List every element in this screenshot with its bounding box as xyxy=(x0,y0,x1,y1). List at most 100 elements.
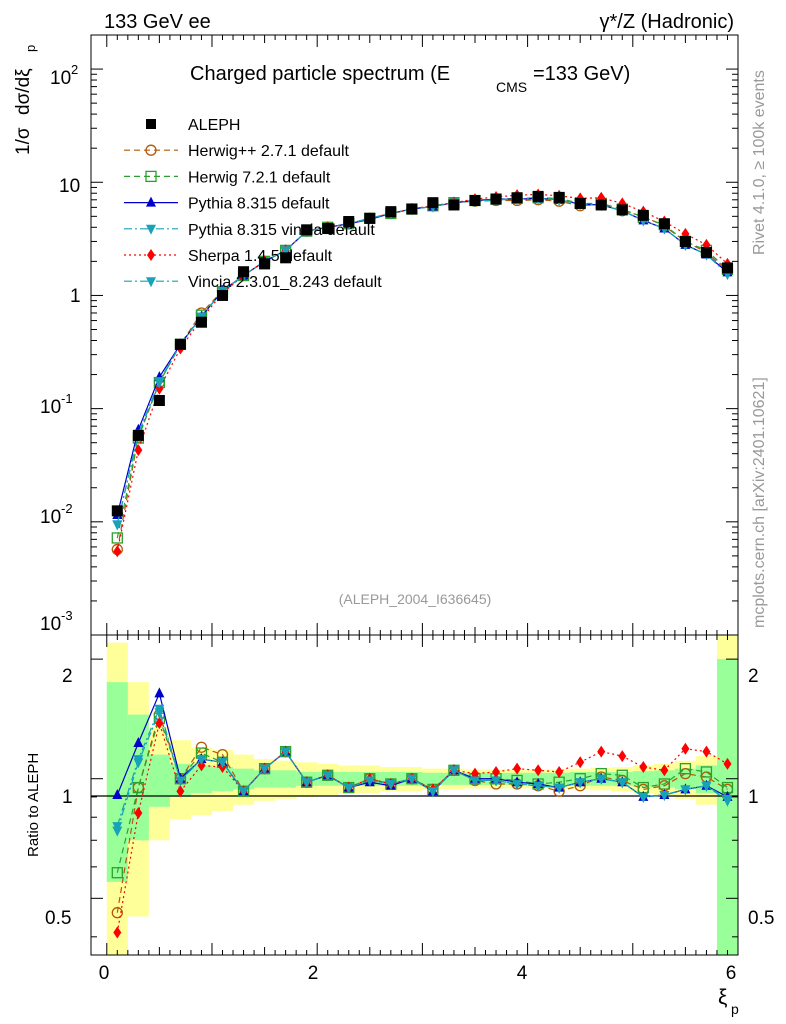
ratio-y-axis-label: Ratio to ALEPH xyxy=(25,753,42,857)
data-point xyxy=(469,194,481,206)
legend-entry-4: Pythia 8.315 vincia default xyxy=(124,222,375,239)
ratio-point xyxy=(492,765,501,778)
ratio-point xyxy=(259,764,270,775)
data-point xyxy=(238,266,250,278)
stat-uncertainty-band xyxy=(148,754,170,807)
data-point xyxy=(280,252,292,264)
ratio-point xyxy=(322,771,333,782)
data-point xyxy=(111,532,123,544)
legend-entry-0: ALEPH xyxy=(146,117,240,134)
data-point xyxy=(490,193,502,205)
title-text-end: =133 GeV) xyxy=(533,63,630,85)
ratio-point xyxy=(658,778,671,790)
ratio-point xyxy=(134,806,143,819)
ratio-point xyxy=(723,757,732,770)
ytick-label-1e-2-exp: -2 xyxy=(61,501,73,516)
xtick-label-6: 6 xyxy=(726,963,737,984)
data-point xyxy=(427,197,439,209)
series-2 xyxy=(111,192,734,544)
legend-label: Sherpa 1.4.5 default xyxy=(188,248,333,265)
legend-label: Herwig 7.2.1 default xyxy=(188,169,331,186)
legend-entry-6: Vincia 2.3.01_8.243 default xyxy=(124,274,382,291)
ratio-ytick-label-1-left: 1 xyxy=(62,787,73,808)
data-point xyxy=(113,545,122,558)
ratio-point xyxy=(659,790,670,801)
stat-uncertainty-band xyxy=(127,714,149,841)
data-point xyxy=(132,429,144,441)
data-point xyxy=(511,192,523,204)
ratio-line xyxy=(116,710,728,831)
y-label-subscript: p xyxy=(23,45,38,52)
main-panel: 10 -3 10 -2 10 -1 1 10 10 2 1/σ dσ/dξ p … xyxy=(13,34,739,636)
ratio-ytick-label-1-right: 1 xyxy=(748,787,759,808)
ratio-point xyxy=(111,907,123,919)
ratio-point xyxy=(111,867,123,879)
ratio-point xyxy=(448,766,459,777)
legend-marker xyxy=(145,144,157,156)
legend-marker xyxy=(147,249,155,261)
data-point xyxy=(679,235,691,247)
legend-label: ALEPH xyxy=(188,117,240,134)
ratio-point xyxy=(112,788,123,799)
ratio-point xyxy=(617,778,628,789)
data-point xyxy=(280,246,291,257)
ratio-point xyxy=(195,741,208,753)
data-point xyxy=(112,520,123,531)
data-point xyxy=(174,338,186,350)
x-axis-label-subscript: p xyxy=(731,1001,739,1017)
ratio-axis-ticks xyxy=(91,635,739,955)
data-point xyxy=(364,212,376,224)
ratio-point xyxy=(427,787,438,798)
data-point xyxy=(195,316,207,328)
data-point xyxy=(532,190,544,202)
ratio-point xyxy=(196,755,207,766)
ratio-point xyxy=(469,776,480,787)
ratio-point xyxy=(280,747,291,758)
ratio-point xyxy=(176,785,185,798)
data-point xyxy=(406,203,418,215)
ratio-point xyxy=(113,926,122,939)
ratio-point xyxy=(406,774,417,785)
ytick-label-1e-3-base: 10 xyxy=(40,614,61,635)
main-title: Charged particle spectrum (E CMS =133 Ge… xyxy=(190,63,630,95)
ratio-point xyxy=(681,742,690,755)
ratio-ytick-label-2-left: 2 xyxy=(62,666,73,687)
ytick-label-1e-2-base: 10 xyxy=(40,507,61,528)
ytick-label-10: 10 xyxy=(59,176,80,197)
data-point xyxy=(385,206,397,218)
data-point xyxy=(134,444,143,457)
series-3 xyxy=(112,192,733,519)
legend-entry-5: Sherpa 1.4.5 default xyxy=(124,248,333,265)
data-point xyxy=(574,197,586,209)
analysis-id-watermark: (ALEPH_2004_I636645) xyxy=(339,591,492,607)
series-6 xyxy=(112,194,733,531)
ytick-label-1: 1 xyxy=(70,286,81,307)
xtick-label-4: 4 xyxy=(517,963,528,984)
data-point xyxy=(616,204,628,216)
legend-marker xyxy=(146,277,156,288)
data-point xyxy=(553,191,565,203)
main-y-tick-labels: 10 -3 10 -2 10 -1 1 10 10 2 xyxy=(40,62,81,635)
ratio-point xyxy=(680,785,691,796)
main-y-axis-label: 1/σ dσ/dξ p xyxy=(13,45,38,155)
data-point xyxy=(111,505,123,517)
stat-uncertainty-band xyxy=(422,772,444,785)
ratio-series-layer xyxy=(111,687,734,939)
ratio-point xyxy=(132,781,144,794)
ratio-point xyxy=(154,687,165,698)
legend-marker xyxy=(145,170,157,183)
ratio-point xyxy=(364,776,375,787)
ratio-point xyxy=(301,778,312,789)
ratio-point xyxy=(513,762,522,775)
main-series-layer xyxy=(111,188,734,558)
xtick-label-0: 0 xyxy=(99,963,110,984)
stat-uncertainty-band xyxy=(211,767,234,792)
ratio-point xyxy=(112,826,123,837)
stat-uncertainty-band xyxy=(190,765,212,794)
data-point xyxy=(217,289,229,301)
legend-label: Vincia 2.3.01_8.243 default xyxy=(188,274,382,291)
data-point xyxy=(658,218,670,230)
ratio-point xyxy=(512,779,523,790)
ratio-point xyxy=(618,750,627,763)
